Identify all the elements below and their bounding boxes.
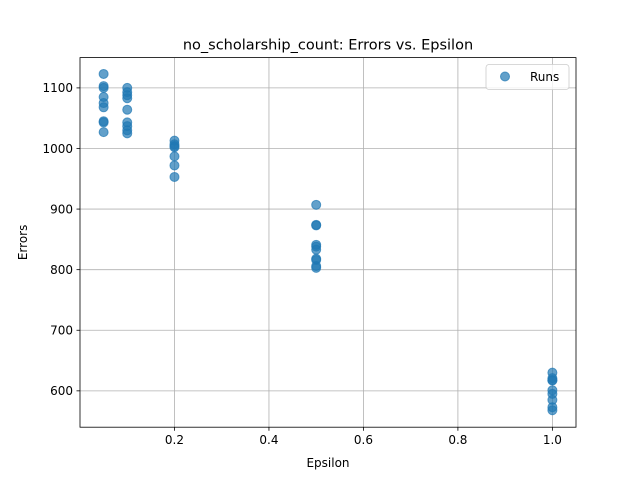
data-point <box>169 171 180 182</box>
y-tick-label: 700 <box>50 324 73 338</box>
x-tick-label: 0.2 <box>165 433 184 447</box>
data-point <box>98 102 109 113</box>
y-axis-title: Errors <box>16 225 30 261</box>
data-point <box>311 244 322 255</box>
y-tick-label: 1100 <box>42 81 73 95</box>
data-point <box>98 117 109 128</box>
data-point <box>98 82 109 93</box>
y-tick-label: 1000 <box>42 142 73 156</box>
y-axis-ticks: 600 700 800 900 1000 1100 <box>42 81 80 398</box>
data-point <box>311 199 322 210</box>
legend: Runs <box>485 64 570 90</box>
y-tick-label: 600 <box>50 384 73 398</box>
data-point <box>122 128 133 139</box>
data-point <box>311 262 322 273</box>
data-point <box>122 93 133 104</box>
data-points <box>98 68 558 416</box>
x-axis-ticks: 0.2 0.4 0.6 0.8 1.0 <box>165 427 562 447</box>
data-point <box>547 405 558 416</box>
x-tick-label: 0.8 <box>448 433 467 447</box>
legend-label: Runs <box>530 70 559 84</box>
data-point <box>98 68 109 79</box>
legend-box <box>485 64 570 90</box>
data-point <box>169 151 180 162</box>
data-point <box>169 160 180 171</box>
plot-area-frame <box>79 57 577 428</box>
x-tick-label: 0.4 <box>259 433 278 447</box>
data-point <box>169 142 180 153</box>
legend-marker <box>500 71 510 82</box>
y-tick-label: 800 <box>50 263 73 277</box>
x-tick-label: 0.6 <box>354 433 373 447</box>
x-tick-label: 1.0 <box>543 433 562 447</box>
data-point <box>98 127 109 138</box>
x-axis-title: Epsilon <box>306 456 349 470</box>
data-point <box>547 375 558 386</box>
data-point <box>122 104 133 115</box>
y-tick-label: 900 <box>50 202 73 216</box>
data-point <box>311 220 322 231</box>
chart-title: no_scholarship_count: Errors vs. Epsilon <box>183 38 473 54</box>
